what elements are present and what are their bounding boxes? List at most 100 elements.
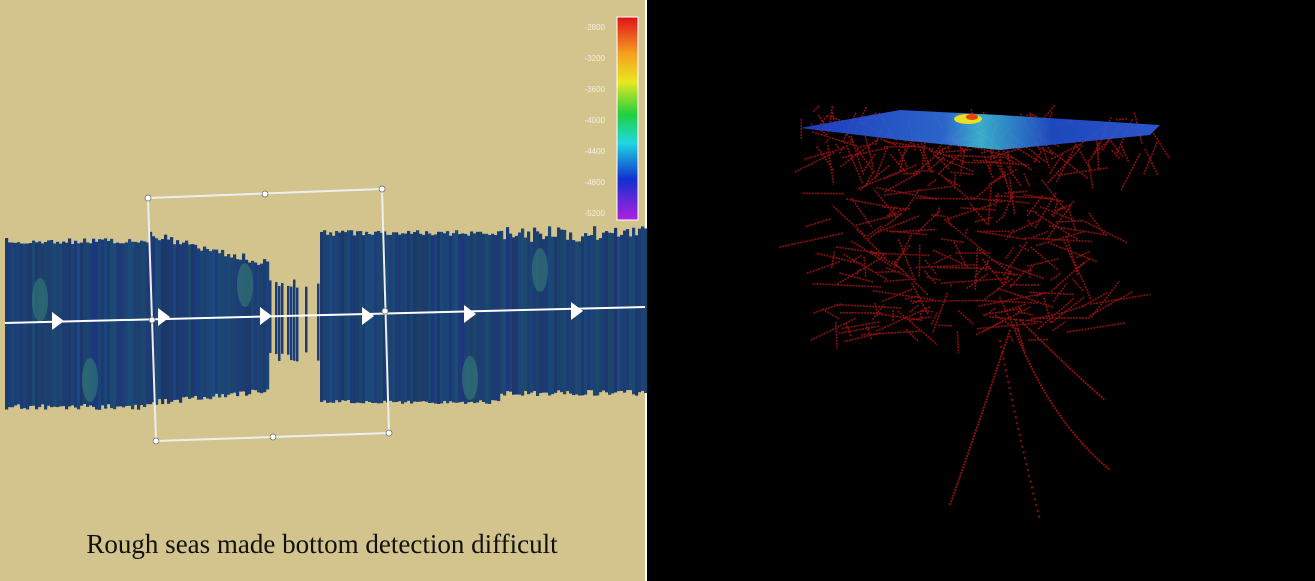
point-trace — [1006, 157, 1017, 165]
point-trace — [845, 145, 864, 184]
point-trace — [1049, 149, 1089, 180]
point-trace — [897, 239, 913, 272]
point-trace — [1037, 297, 1075, 330]
swath-strip — [293, 279, 296, 361]
point-trace — [1050, 206, 1065, 216]
swath-strip — [59, 243, 63, 407]
point-trace — [964, 227, 969, 235]
point-trace — [908, 304, 919, 314]
point-trace — [883, 278, 916, 283]
point-trace — [937, 172, 969, 199]
swath-strip — [545, 236, 549, 393]
point-trace — [1055, 219, 1082, 223]
point-trace — [989, 258, 1045, 280]
point-trace — [884, 172, 920, 193]
point-trace — [988, 315, 1044, 323]
point-trace — [916, 197, 976, 200]
swath-strip — [419, 233, 423, 402]
point-trace — [1119, 143, 1130, 163]
point-trace — [778, 232, 844, 249]
point-trace — [1023, 173, 1031, 187]
point-trace — [992, 198, 1030, 204]
swath-strip — [188, 244, 192, 399]
swath-strip — [278, 286, 281, 361]
point-trace — [1052, 283, 1068, 303]
point-trace — [1120, 153, 1141, 191]
point-trace — [1057, 305, 1086, 315]
point-trace — [805, 218, 831, 228]
swath-strip — [257, 264, 261, 393]
point-trace — [1052, 200, 1059, 219]
point-trace — [840, 147, 889, 159]
swath-strip — [473, 233, 477, 404]
swath-strip — [203, 246, 207, 397]
point-trace — [866, 224, 883, 237]
swath-strip — [392, 232, 396, 403]
swath-strip — [74, 240, 78, 408]
swath-strip — [41, 243, 45, 405]
point-trace — [1038, 135, 1051, 169]
point-trace — [1049, 153, 1063, 175]
swath-strip — [623, 230, 627, 393]
swath-highlight — [32, 278, 48, 322]
swath-strip — [20, 243, 24, 409]
swath-strip — [434, 234, 438, 404]
point-trace — [933, 154, 974, 173]
swath-strip — [104, 238, 108, 409]
swath-strip — [326, 234, 330, 403]
swath-strip — [26, 243, 30, 410]
swath-strip — [116, 242, 120, 407]
point-trace — [1006, 164, 1022, 187]
swath-strip — [548, 226, 552, 396]
point-trace — [953, 172, 957, 189]
point-trace — [904, 187, 921, 212]
point-trace — [845, 198, 902, 210]
point-trace — [1028, 291, 1074, 296]
swath-strip — [413, 232, 417, 402]
swath-strip — [38, 241, 42, 408]
swath-strip — [92, 238, 96, 407]
point-trace — [876, 186, 939, 201]
point-trace — [1066, 145, 1083, 164]
swath-strip — [509, 233, 513, 392]
point-trace — [1089, 293, 1151, 305]
swath-strip — [569, 232, 573, 394]
swath-strip — [236, 259, 240, 397]
swath-strip — [167, 239, 171, 404]
swath-strip — [245, 259, 249, 396]
swath-strip — [251, 260, 255, 390]
point-trace — [1026, 194, 1044, 217]
point-trace — [856, 148, 876, 174]
swath-strip — [554, 236, 558, 393]
point-trace — [1111, 149, 1121, 160]
point-trace — [1032, 151, 1043, 163]
point-trace — [869, 249, 904, 271]
swath-strip — [89, 243, 93, 406]
swath-strip — [212, 249, 216, 397]
point-trace — [1026, 114, 1037, 117]
swath-strip — [584, 233, 588, 395]
swath-strip — [290, 286, 293, 361]
swath-strip — [455, 230, 459, 403]
point-trace — [1005, 228, 1015, 241]
point-trace — [932, 249, 967, 266]
point-trace — [1018, 244, 1030, 252]
selection-handles[interactable] — [144, 185, 393, 445]
point-trace — [865, 324, 873, 340]
point-trace — [931, 292, 949, 334]
point-trace — [1010, 219, 1040, 234]
point-trace — [924, 259, 938, 275]
swath-strip — [248, 262, 252, 395]
swath-strip — [485, 233, 489, 404]
point-trace — [919, 311, 923, 319]
swath-strip — [338, 232, 342, 403]
point-trace — [1055, 145, 1077, 184]
point-trace — [850, 240, 892, 267]
swath-strip — [14, 242, 18, 406]
swath-strip — [518, 232, 522, 395]
swath-strip — [86, 242, 90, 407]
point-trace — [1048, 241, 1098, 263]
swath-strip — [173, 244, 177, 401]
point-trace — [1037, 145, 1055, 156]
